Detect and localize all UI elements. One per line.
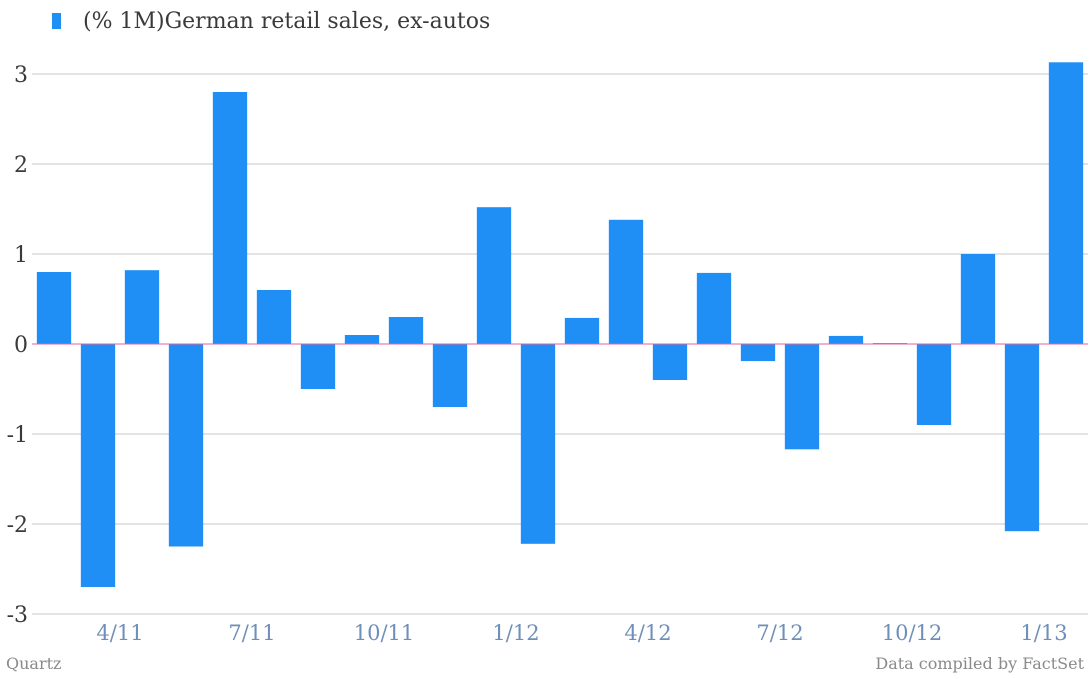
bar <box>652 344 688 380</box>
bar <box>608 219 644 344</box>
bar <box>960 254 996 344</box>
x-tick-label: 1/12 <box>492 621 539 645</box>
y-tick-label: -1 <box>7 423 28 448</box>
y-tick-label: -3 <box>7 603 28 628</box>
bar <box>828 335 864 344</box>
bar <box>212 92 248 344</box>
bar <box>1048 62 1084 345</box>
source-credit-left: Quartz <box>6 654 62 673</box>
bar <box>564 317 600 344</box>
bar <box>256 290 292 344</box>
x-tick-label: 1/13 <box>1020 621 1067 645</box>
bar <box>476 207 512 344</box>
x-tick-label: 4/11 <box>96 621 143 645</box>
x-tick-label: 4/12 <box>624 621 671 645</box>
legend-label: (% 1M)German retail sales, ex-autos <box>83 8 491 34</box>
bar <box>740 344 776 362</box>
y-tick-label: 0 <box>14 333 28 358</box>
y-tick-label: -2 <box>7 513 28 538</box>
bar <box>916 344 952 425</box>
source-credit-right: Data compiled by FactSet <box>875 654 1084 673</box>
y-tick-label: 3 <box>14 63 28 88</box>
bar <box>344 335 380 344</box>
bar <box>300 344 336 389</box>
bar <box>36 272 72 344</box>
bar <box>80 344 116 587</box>
x-tick-label: 7/12 <box>756 621 803 645</box>
x-tick-label: 10/12 <box>882 621 943 645</box>
bar <box>520 344 556 544</box>
bar <box>1004 344 1040 532</box>
legend: (% 1M)German retail sales, ex-autos <box>52 4 490 38</box>
bar <box>388 317 424 344</box>
x-tick-label: 10/11 <box>354 621 415 645</box>
x-tick-label: 7/11 <box>228 621 275 645</box>
y-tick-label: 2 <box>14 153 28 178</box>
y-tick-label: 1 <box>14 243 28 268</box>
bar <box>696 272 732 344</box>
bar <box>432 344 468 407</box>
legend-swatch <box>52 13 61 29</box>
bar <box>168 344 204 547</box>
bar <box>124 270 160 344</box>
bar <box>784 344 820 450</box>
